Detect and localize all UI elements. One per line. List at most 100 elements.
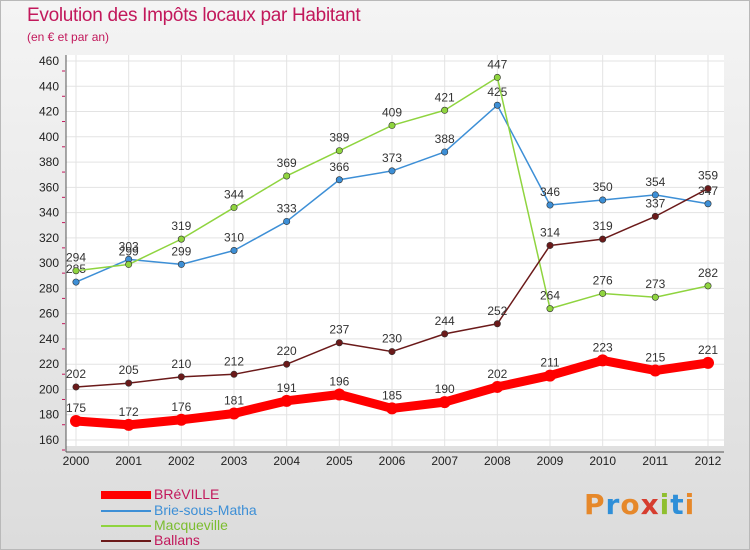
y-tick-label: 240 — [39, 332, 59, 346]
x-tick-label: 2004 — [273, 454, 300, 468]
data-label: 319 — [171, 219, 191, 233]
data-point — [228, 407, 240, 420]
x-tick-label: 2003 — [221, 454, 248, 468]
data-point — [230, 370, 238, 378]
data-label: 220 — [277, 344, 297, 358]
data-label: 425 — [487, 85, 507, 99]
data-point — [177, 373, 185, 381]
data-label: 389 — [329, 131, 349, 145]
data-point — [125, 260, 133, 268]
data-label: 244 — [435, 314, 455, 328]
legend-label: Macqueville — [154, 517, 228, 533]
data-point — [388, 167, 396, 175]
y-tick-label: 400 — [39, 130, 59, 144]
logo-letter: x — [640, 488, 660, 521]
data-point — [335, 176, 343, 184]
data-label: 172 — [119, 405, 139, 419]
y-tick-label: 380 — [39, 155, 59, 169]
chart-subtitle: (en € et par an) — [27, 30, 110, 44]
data-label: 205 — [119, 363, 139, 377]
data-point — [651, 293, 659, 301]
data-label: 273 — [645, 277, 665, 291]
data-point — [599, 289, 607, 297]
data-label: 409 — [382, 105, 402, 119]
x-tick-label: 2007 — [431, 454, 458, 468]
x-tick-label: 2012 — [695, 454, 722, 468]
data-point — [177, 260, 185, 268]
data-label: 303 — [119, 239, 139, 253]
data-label: 223 — [593, 340, 613, 354]
x-tick-label: 2008 — [484, 454, 511, 468]
data-point — [704, 200, 712, 208]
plot-area — [66, 55, 724, 446]
data-point — [283, 172, 291, 180]
data-label: 191 — [277, 381, 297, 395]
x-tick-label: 2011 — [642, 454, 668, 468]
data-label: 299 — [119, 244, 139, 258]
legend-label: Ballans — [154, 532, 200, 548]
logo-letter: i — [659, 488, 671, 521]
data-point — [438, 396, 451, 409]
data-label: 176 — [171, 400, 191, 414]
y-tick-label: 460 — [39, 54, 59, 68]
y-tick-label: 320 — [39, 231, 59, 245]
data-label: 264 — [540, 289, 560, 303]
data-point — [441, 106, 449, 114]
data-point — [333, 388, 346, 401]
data-point — [704, 282, 712, 290]
data-point — [651, 212, 659, 220]
x-tick-label: 2005 — [326, 454, 353, 468]
data-point — [441, 330, 449, 338]
data-point — [544, 369, 556, 382]
data-point — [230, 247, 238, 255]
data-label: 373 — [382, 151, 402, 165]
data-point — [388, 348, 396, 356]
data-point — [283, 360, 291, 368]
data-point — [704, 185, 712, 193]
data-label: 319 — [593, 219, 613, 233]
data-point — [493, 101, 501, 109]
legend-swatch — [101, 491, 151, 499]
x-tick-label: 2006 — [379, 454, 406, 468]
logo-letter: i — [684, 488, 696, 521]
data-label: 181 — [224, 393, 244, 407]
data-label: 333 — [277, 201, 297, 215]
data-point — [70, 415, 82, 428]
y-tick-label: 180 — [39, 408, 59, 422]
x-tick-label: 2010 — [589, 454, 616, 468]
y-tick-label: 220 — [39, 357, 59, 371]
data-point — [72, 278, 80, 286]
data-point — [388, 121, 396, 129]
data-point — [493, 73, 501, 81]
legend-swatch — [101, 525, 151, 527]
legend-label: BRéVILLE — [154, 486, 220, 502]
data-label: 369 — [277, 156, 297, 170]
data-label: 310 — [224, 231, 244, 245]
data-point — [546, 201, 554, 209]
data-point — [651, 191, 659, 199]
logo-letter: P — [584, 488, 606, 521]
legend-label: Brie-sous-Matha — [154, 502, 257, 518]
data-label: 221 — [698, 343, 718, 357]
data-point — [230, 204, 238, 212]
x-tick-label: 2000 — [63, 454, 90, 468]
data-point — [335, 147, 343, 155]
data-label: 294 — [66, 251, 86, 265]
chart-title: Evolution des Impôts locaux par Habitant — [27, 5, 361, 26]
data-point — [283, 217, 291, 225]
data-label: 185 — [382, 388, 402, 402]
logo-letter: t — [670, 488, 685, 521]
data-label: 344 — [224, 188, 244, 202]
data-label: 388 — [435, 132, 455, 146]
x-tick-label: 2001 — [115, 454, 142, 468]
data-point — [72, 383, 80, 391]
data-label: 421 — [435, 90, 455, 104]
y-tick-label: 420 — [39, 105, 59, 119]
data-point — [649, 364, 662, 377]
data-point — [175, 413, 188, 426]
data-point — [280, 394, 293, 407]
data-label: 366 — [329, 160, 349, 174]
y-tick-label: 160 — [39, 433, 59, 447]
data-point — [335, 339, 343, 347]
